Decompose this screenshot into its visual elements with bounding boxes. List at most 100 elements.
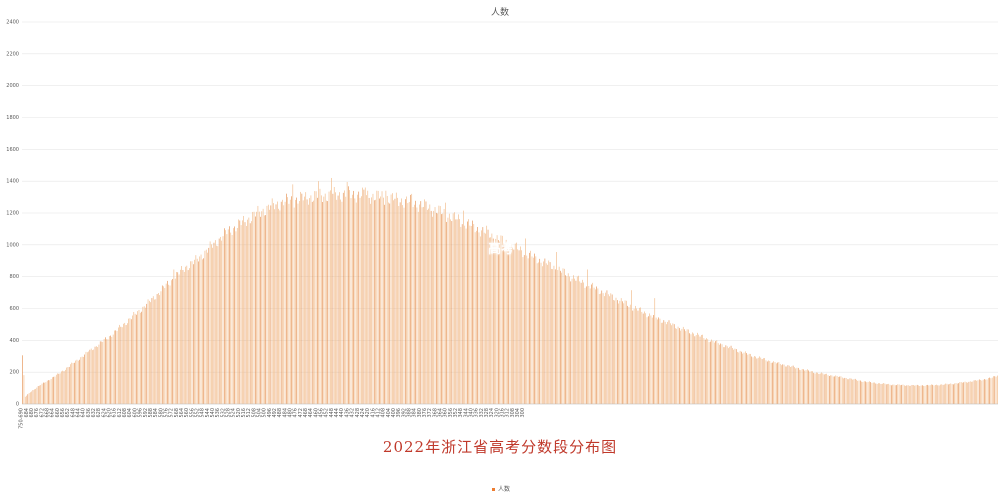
bar — [805, 370, 807, 404]
bar — [423, 206, 424, 404]
x-tick-label: 424 — [360, 408, 366, 418]
bar — [379, 198, 380, 404]
bar — [39, 385, 40, 404]
bar — [296, 197, 297, 404]
bar — [552, 269, 553, 404]
bar — [619, 300, 621, 404]
bar — [256, 211, 257, 404]
bar — [991, 377, 993, 404]
bar — [463, 210, 464, 404]
y-tick-label: 400 — [9, 338, 19, 344]
bar — [884, 383, 886, 404]
bar — [653, 315, 654, 404]
bar — [729, 346, 731, 404]
bar — [686, 329, 688, 404]
bar — [505, 239, 507, 404]
bar — [725, 345, 727, 404]
bar — [822, 373, 824, 404]
bar — [421, 207, 423, 404]
bar — [512, 247, 513, 404]
bar — [641, 311, 643, 404]
bar — [476, 230, 477, 404]
x-tick-label: 436 — [344, 408, 350, 418]
bar — [44, 382, 45, 404]
bar — [49, 380, 51, 404]
bar — [699, 336, 701, 404]
bar — [481, 230, 482, 404]
bar — [874, 382, 875, 404]
bar — [261, 211, 263, 404]
bar — [112, 334, 114, 404]
bar — [269, 209, 270, 404]
bar — [121, 327, 123, 404]
bar — [414, 204, 415, 404]
bar — [46, 380, 48, 404]
bar — [426, 209, 428, 404]
bar — [735, 349, 737, 404]
bar — [623, 303, 625, 404]
bar — [461, 224, 463, 404]
x-tick-label: 624 — [101, 408, 107, 418]
x-tick-label: 508 — [251, 408, 257, 418]
bar — [92, 350, 93, 404]
bar — [604, 296, 605, 404]
x-tick-label: 500 — [262, 408, 268, 418]
bar — [825, 373, 826, 404]
bar — [77, 360, 79, 404]
bar — [168, 284, 170, 404]
x-tick-label: 552 — [194, 408, 200, 418]
x-axis-ticks: 750-690 684 680 676 672 668 664 660 656 652 648 644… — [19, 408, 527, 429]
bar — [491, 233, 493, 404]
bar — [123, 323, 124, 404]
bar — [742, 353, 743, 404]
bar — [788, 365, 790, 404]
bar — [101, 341, 102, 404]
bar — [252, 211, 254, 404]
bar — [451, 221, 453, 404]
x-tick-label: 412 — [375, 408, 381, 418]
x-tick-label: 312 — [505, 408, 511, 418]
bar — [635, 305, 636, 404]
bar — [63, 371, 65, 404]
bar — [149, 300, 150, 404]
bar — [518, 250, 520, 404]
bar — [548, 260, 550, 404]
bar — [348, 186, 349, 404]
bar — [354, 198, 356, 404]
bar — [67, 367, 69, 404]
bar — [381, 191, 383, 404]
x-tick-label: 400 — [391, 408, 397, 418]
bar — [88, 351, 89, 404]
bar — [107, 339, 109, 404]
bar — [743, 352, 745, 404]
bar — [781, 365, 782, 404]
bar — [161, 285, 163, 404]
bar — [218, 238, 220, 404]
x-tick-label: 540 — [210, 408, 216, 418]
bar — [984, 379, 985, 404]
bar — [417, 211, 419, 404]
legend-swatch — [492, 488, 495, 491]
bar — [777, 362, 778, 404]
bar — [511, 243, 512, 404]
x-tick-label: 364 — [437, 408, 443, 418]
bar — [932, 384, 934, 404]
bar — [376, 190, 378, 404]
bar — [432, 216, 433, 404]
bar — [836, 375, 838, 404]
bar — [854, 378, 856, 404]
bar — [827, 375, 829, 404]
bar — [808, 370, 809, 404]
bar — [986, 379, 988, 404]
x-tick-label: 676 — [34, 408, 40, 418]
bar — [897, 384, 899, 404]
bar — [116, 330, 118, 404]
bar — [924, 385, 926, 404]
bar — [287, 197, 288, 404]
bar — [925, 385, 927, 404]
bar — [465, 228, 467, 404]
bar — [405, 199, 406, 404]
bar — [968, 381, 970, 404]
bar — [289, 199, 291, 404]
bar — [751, 356, 753, 404]
